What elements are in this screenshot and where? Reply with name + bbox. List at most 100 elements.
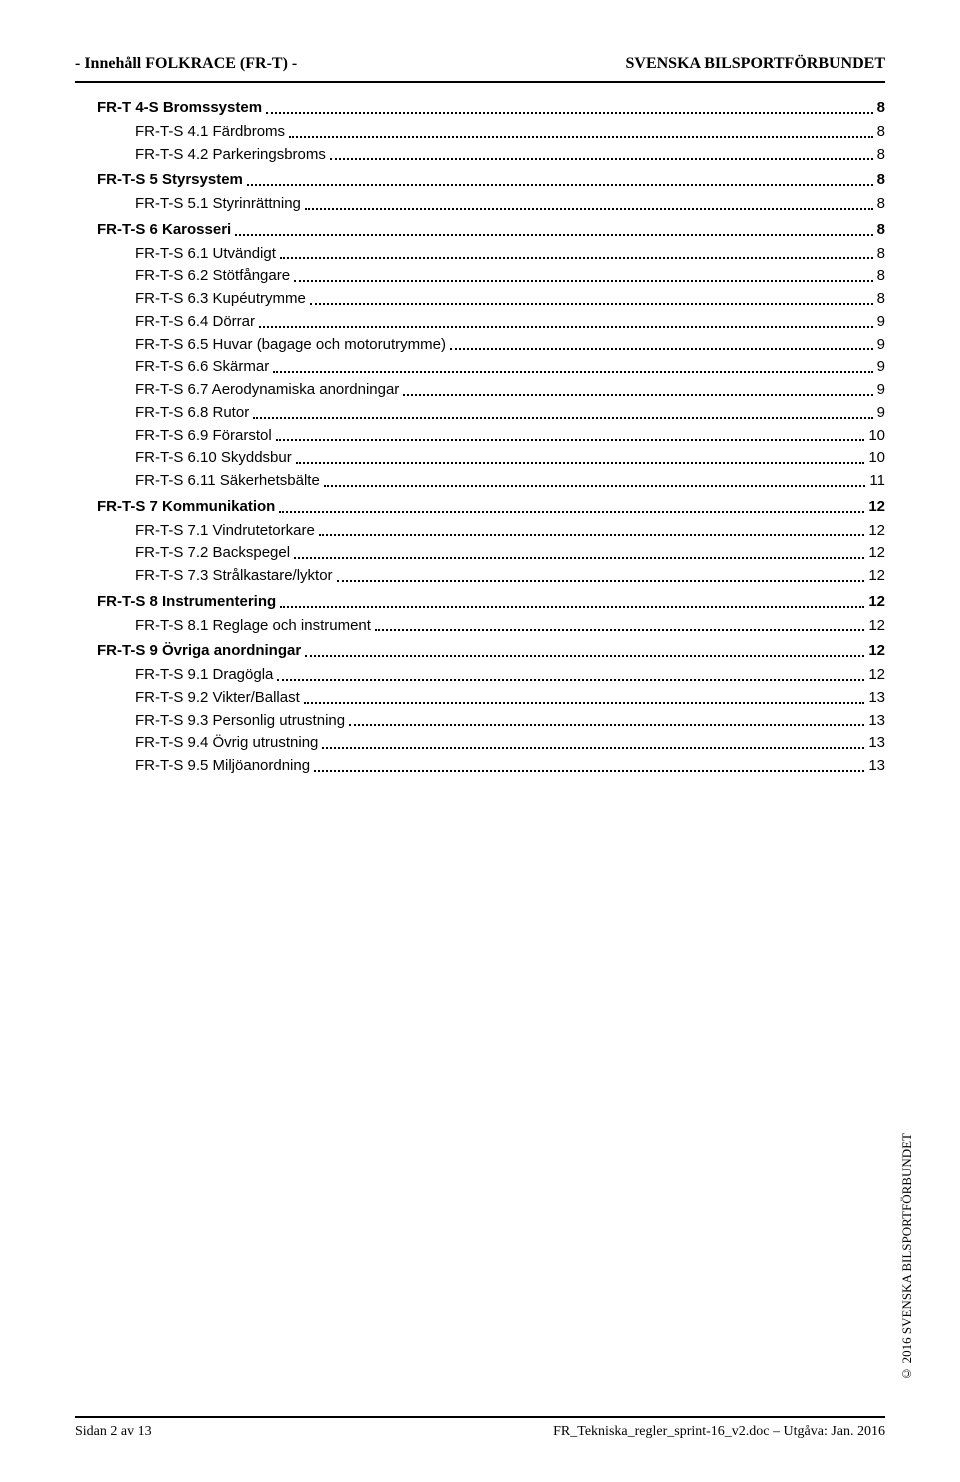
toc-dots: [304, 687, 865, 704]
toc-page: 12: [868, 591, 885, 613]
toc-dots: [266, 97, 873, 114]
toc-label: FR-T-S 6.9 Förarstol: [135, 425, 272, 447]
footer-divider: [75, 1416, 885, 1418]
toc-label: FR-T-S 7.2 Backspegel: [135, 542, 290, 564]
toc-row: FR-T-S 6.9 Förarstol 10: [135, 425, 885, 447]
toc-page: 8: [877, 144, 885, 166]
toc-label: FR-T-S 4.2 Parkeringsbroms: [135, 144, 326, 166]
toc-label: FR-T-S 9.5 Miljöanordning: [135, 755, 310, 777]
toc-label: FR-T-S 6.10 Skyddsbur: [135, 447, 292, 469]
toc-dots: [324, 470, 866, 487]
toc-dots: [277, 664, 864, 681]
toc-label: FR-T-S 9.2 Vikter/Ballast: [135, 687, 300, 709]
toc-row: FR-T-S 5.1 Styrinrättning 8: [135, 193, 885, 215]
toc-page: 12: [868, 565, 885, 587]
toc-page: 9: [877, 311, 885, 333]
toc-label: FR-T-S 5.1 Styrinrättning: [135, 193, 301, 215]
toc-dots: [310, 288, 873, 305]
toc-page: 8: [877, 169, 885, 191]
toc-row: FR-T-S 6.11 Säkerhetsbälte 11: [135, 470, 885, 492]
toc-page: 10: [868, 447, 885, 469]
toc-row: FR-T-S 6.8 Rutor 9: [135, 402, 885, 424]
toc-label: FR-T-S 9.4 Övrig utrustning: [135, 732, 318, 754]
header-divider: [75, 81, 885, 83]
toc-row: FR-T-S 9.3 Personlig utrustning 13: [135, 710, 885, 732]
toc-label: FR-T-S 7 Kommunikation: [97, 496, 275, 518]
toc-row: FR-T-S 6 Karosseri8: [97, 219, 885, 241]
toc-label: FR-T-S 9.3 Personlig utrustning: [135, 710, 345, 732]
toc-row: FR-T-S 4.2 Parkeringsbroms 8: [135, 144, 885, 166]
toc-page: 12: [868, 496, 885, 518]
toc-row: FR-T-S 8.1 Reglage och instrument 12: [135, 615, 885, 637]
toc-row: FR-T-S 9.5 Miljöanordning 13: [135, 755, 885, 777]
toc-dots: [247, 169, 873, 186]
toc-row: FR-T-S 7.2 Backspegel 12: [135, 542, 885, 564]
toc-row: FR-T-S 9.4 Övrig utrustning13: [135, 732, 885, 754]
toc-dots: [349, 710, 864, 727]
toc-label: FR-T-S 8.1 Reglage och instrument: [135, 615, 371, 637]
toc-page: 12: [868, 640, 885, 662]
footer-left: Sidan 2 av 13: [75, 1424, 152, 1439]
toc-label: FR-T-S 6.3 Kupéutrymme: [135, 288, 306, 310]
toc-dots: [280, 243, 873, 260]
toc-page: 9: [877, 334, 885, 356]
toc-label: FR-T-S 5 Styrsystem: [97, 169, 243, 191]
copyright-vertical: © 2016 SVENSKA BILSPORTFÖRBUNDET: [899, 1133, 915, 1382]
toc-row: FR-T-S 6.2 Stötfångare8: [135, 265, 885, 287]
footer-right: FR_Tekniska_regler_sprint-16_v2.doc – Ut…: [553, 1424, 885, 1440]
toc-page: 8: [877, 121, 885, 143]
toc-page: 9: [877, 356, 885, 378]
toc-page: 9: [877, 379, 885, 401]
toc-dots: [296, 447, 865, 464]
toc-page: 8: [877, 193, 885, 215]
toc-label: FR-T-S 6.5 Huvar (bagage och motorutrymm…: [135, 334, 446, 356]
toc-row: FR-T-S 7.1 Vindrutetorkare12: [135, 520, 885, 542]
toc-page: 12: [868, 542, 885, 564]
toc-row: FR-T-S 4.1 Färdbroms8: [135, 121, 885, 143]
toc-label: FR-T-S 6.1 Utvändigt: [135, 243, 276, 265]
toc-row: FR-T-S 7.3 Strålkastare/lyktor 12: [135, 565, 885, 587]
toc-row: FR-T-S 7 Kommunikation 12: [97, 496, 885, 518]
toc-dots: [305, 193, 873, 210]
toc-label: FR-T-S 7.3 Strålkastare/lyktor: [135, 565, 333, 587]
toc-label: FR-T 4-S Bromssystem: [97, 97, 262, 119]
toc-page: 11: [869, 470, 885, 492]
toc-dots: [319, 520, 865, 537]
toc-row: FR-T-S 6.6 Skärmar 9: [135, 356, 885, 378]
toc-dots: [305, 640, 864, 657]
toc-label: FR-T-S 6.7 Aerodynamiska anordningar: [135, 379, 399, 401]
toc-page: 8: [877, 243, 885, 265]
toc-dots: [253, 402, 872, 419]
toc-dots: [259, 311, 873, 328]
header-left: - Innehåll FOLKRACE (FR-T) -: [75, 55, 297, 72]
toc-page: 8: [877, 219, 885, 241]
toc-label: FR-T-S 8 Instrumentering: [97, 591, 276, 613]
toc-dots: [330, 144, 873, 161]
toc-label: FR-T-S 9.1 Dragögla: [135, 664, 273, 686]
toc-row: FR-T-S 9 Övriga anordningar 12: [97, 640, 885, 662]
toc-label: FR-T-S 6.4 Dörrar: [135, 311, 255, 333]
toc-dots: [273, 356, 872, 373]
toc-row: FR-T-S 9.1 Dragögla12: [135, 664, 885, 686]
toc-row: FR-T-S 6.4 Dörrar 9: [135, 311, 885, 333]
toc-page: 8: [877, 265, 885, 287]
toc-page: 13: [868, 710, 885, 732]
page-header: - Innehåll FOLKRACE (FR-T) - SVENSKA BIL…: [75, 55, 885, 73]
toc-dots: [403, 379, 872, 396]
toc-page: 13: [868, 687, 885, 709]
toc-dots: [235, 219, 872, 236]
toc-row: FR-T-S 6.10 Skyddsbur 10: [135, 447, 885, 469]
toc-label: FR-T-S 7.1 Vindrutetorkare: [135, 520, 315, 542]
toc-label: FR-T-S 6.8 Rutor: [135, 402, 249, 424]
toc-page: 9: [877, 402, 885, 424]
toc-label: FR-T-S 6.6 Skärmar: [135, 356, 269, 378]
toc-label: FR-T-S 6.11 Säkerhetsbälte: [135, 470, 320, 492]
toc-page: 12: [868, 615, 885, 637]
toc-label: FR-T-S 9 Övriga anordningar: [97, 640, 301, 662]
toc-page: 8: [877, 288, 885, 310]
toc-page: 10: [868, 425, 885, 447]
toc-page: 13: [868, 755, 885, 777]
toc-dots: [279, 496, 864, 513]
toc-row: FR-T-S 5 Styrsystem 8: [97, 169, 885, 191]
page-footer: Sidan 2 av 13 FR_Tekniska_regler_sprint-…: [75, 1416, 885, 1440]
